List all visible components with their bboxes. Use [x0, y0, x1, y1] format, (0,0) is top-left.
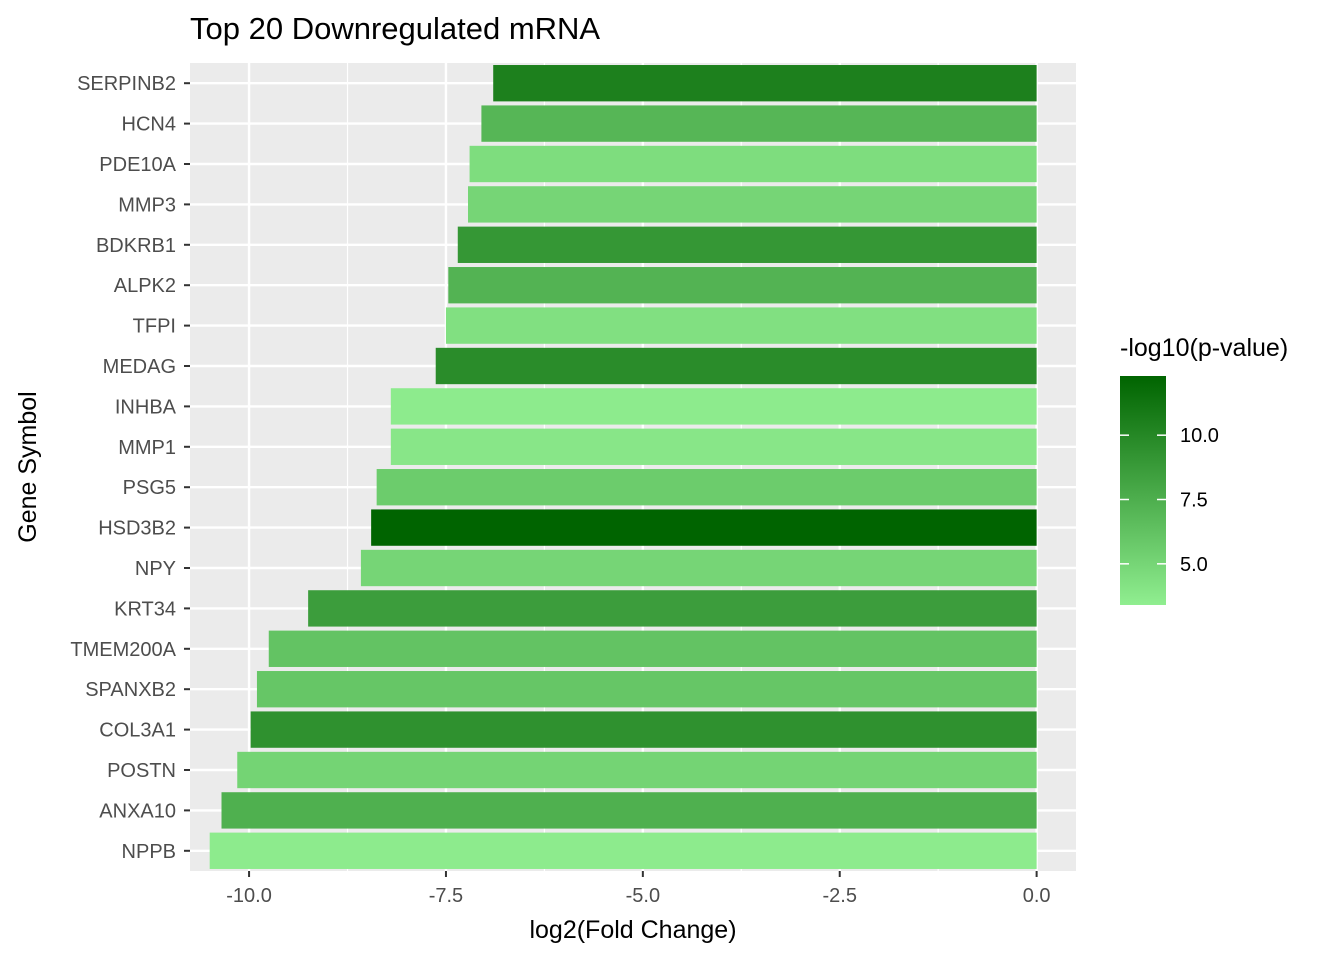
bar-krt34: [308, 590, 1037, 627]
bar-bdkrb1: [457, 226, 1037, 263]
y-tick-label: INHBA: [115, 396, 177, 418]
y-tick-label: NPPB: [122, 841, 176, 863]
plot-panel: [190, 63, 1076, 871]
bar-layer: [209, 65, 1037, 869]
bar-tfpi: [445, 307, 1037, 344]
legend-tick-label: 10.0: [1180, 425, 1219, 447]
y-tick-label: HCN4: [122, 114, 176, 136]
y-axis-title: Gene Symbol: [14, 391, 42, 542]
bar-hsd3b2: [371, 509, 1037, 546]
bar-spanxb2: [256, 671, 1037, 708]
legend-ticks: 10.0 7.5 5.0: [1120, 425, 1219, 576]
legend-tick-label: 7.5: [1180, 490, 1208, 512]
y-tick-label: NPY: [135, 558, 176, 580]
y-tick-label: TFPI: [133, 316, 176, 338]
y-tick-label: ALPK2: [114, 275, 176, 297]
bar-serpinb2: [493, 65, 1037, 102]
y-tick-label: PDE10A: [99, 154, 176, 176]
y-tick-label: MMP3: [118, 194, 176, 216]
y-tick-label: MEDAG: [103, 356, 176, 378]
legend-tick-label: 5.0: [1180, 554, 1208, 576]
bar-alpk2: [448, 267, 1037, 304]
bar-postn: [237, 751, 1037, 789]
x-axis: -10.0 -7.5 -5.0 -2.5 0.0: [226, 871, 1051, 907]
y-tick-label: SERPINB2: [77, 73, 176, 95]
legend-colorbar: [1120, 376, 1166, 605]
bar-tmem200a: [268, 630, 1037, 667]
y-tick-label: MMP1: [118, 437, 176, 459]
y-tick-label: KRT34: [114, 598, 176, 620]
y-tick-label: PSG5: [123, 477, 176, 499]
y-tick-label: TMEM200A: [70, 639, 176, 661]
x-tick-label: 0.0: [1023, 885, 1051, 907]
x-tick-label: -10.0: [226, 885, 272, 907]
bar-psg5: [376, 469, 1037, 506]
bar-inhba: [390, 388, 1037, 425]
bar-pde10a: [469, 145, 1037, 183]
bar-mmp1: [390, 428, 1037, 465]
x-tick-label: -7.5: [429, 885, 463, 907]
bar-anxa10: [221, 792, 1037, 829]
y-tick-label: POSTN: [107, 760, 176, 782]
color-legend: -log10(p-value) 10.0 7.5 5.0: [1120, 334, 1288, 605]
bar-nppb: [209, 832, 1037, 869]
bar-col3a1: [250, 711, 1037, 748]
y-tick-label: SPANXB2: [85, 679, 176, 701]
bar-npy: [360, 549, 1037, 587]
bar-hcn4: [481, 105, 1037, 142]
y-tick-label: COL3A1: [99, 720, 176, 742]
bar-medag: [435, 347, 1037, 385]
y-axis: SERPINB2 HCN4 PDE10A MMP3 BDKRB1 ALPK2 TFPI MED…: [70, 73, 190, 863]
bar-mmp3: [468, 186, 1037, 223]
y-tick-label: BDKRB1: [96, 235, 176, 257]
chart-title: Top 20 Downregulated mRNA: [190, 11, 600, 46]
y-tick-label: HSD3B2: [98, 518, 176, 540]
x-tick-label: -2.5: [822, 885, 856, 907]
x-tick-label: -5.0: [626, 885, 660, 907]
x-axis-title: log2(Fold Change): [529, 916, 736, 944]
legend-title: -log10(p-value): [1120, 334, 1288, 362]
y-tick-label: ANXA10: [99, 800, 176, 822]
